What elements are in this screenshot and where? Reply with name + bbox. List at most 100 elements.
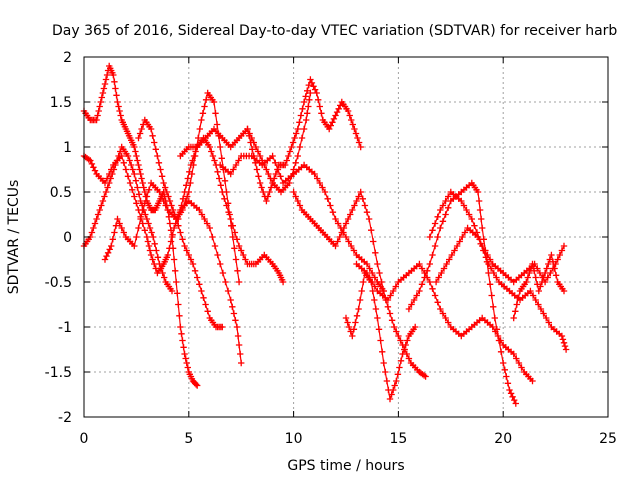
data-point — [102, 76, 110, 83]
data-point — [90, 164, 97, 171]
data-point — [99, 89, 107, 97]
data-point — [285, 152, 292, 160]
data-point — [201, 215, 208, 223]
data-point — [548, 251, 555, 259]
data-point — [227, 170, 234, 178]
data-point — [231, 229, 239, 236]
data-point — [88, 160, 96, 168]
data-point — [431, 242, 439, 250]
data-point — [98, 202, 105, 209]
data-point — [530, 267, 538, 274]
data-point — [372, 305, 380, 313]
data-point — [191, 267, 199, 274]
data-point — [137, 215, 144, 223]
data-point — [352, 319, 359, 326]
data-point — [279, 278, 287, 286]
data-point — [416, 287, 423, 295]
data-point — [359, 195, 366, 202]
data-point — [233, 236, 241, 243]
data-point — [224, 287, 232, 295]
data-point — [512, 400, 519, 407]
data-point — [356, 296, 364, 304]
data-point — [437, 206, 444, 214]
data-point — [545, 319, 552, 326]
data-point — [308, 79, 316, 87]
data-point — [344, 107, 352, 115]
y-tick-label: -1.5 — [45, 365, 72, 381]
data-point — [543, 314, 550, 322]
data-point — [179, 236, 186, 243]
data-point — [256, 179, 264, 187]
y-tick-label: -2 — [58, 410, 72, 426]
data-point — [439, 202, 447, 209]
data-point — [551, 265, 558, 272]
data-point — [115, 152, 122, 160]
data-point — [158, 193, 165, 200]
data-point — [198, 287, 205, 295]
data-point — [458, 197, 465, 205]
data-point — [151, 139, 158, 146]
data-point — [157, 166, 164, 173]
data-point — [182, 355, 189, 362]
data-point — [229, 222, 236, 229]
data-point — [501, 366, 508, 373]
data-point — [166, 197, 174, 205]
data-point — [532, 296, 539, 304]
data-point — [256, 152, 264, 160]
data-point — [340, 224, 348, 232]
data-point — [327, 202, 334, 209]
data-point — [227, 296, 234, 304]
data-point — [354, 134, 361, 142]
data-point — [101, 256, 109, 263]
data-point — [378, 278, 385, 286]
data-point — [108, 242, 115, 250]
data-point — [540, 274, 547, 281]
data-point — [506, 386, 513, 394]
data-point — [342, 314, 350, 322]
data-point — [143, 193, 151, 200]
data-point — [180, 344, 187, 351]
data-point — [529, 377, 536, 385]
data-point — [384, 296, 392, 304]
data-point — [201, 103, 208, 110]
data-point — [264, 193, 272, 200]
data-point — [416, 260, 423, 268]
data-point — [369, 278, 376, 286]
data-point — [344, 215, 352, 223]
data-point — [176, 209, 184, 216]
data-point — [141, 227, 148, 234]
data-point — [97, 98, 104, 106]
data-point — [412, 323, 419, 331]
x-tick-label: 10 — [285, 431, 303, 447]
data-point — [305, 103, 312, 110]
axis-ticks — [83, 56, 609, 418]
data-point — [351, 125, 358, 133]
data-point — [518, 364, 525, 371]
data-point — [152, 146, 159, 153]
data-point — [260, 188, 267, 196]
data-point — [529, 292, 537, 299]
data-point — [489, 323, 496, 331]
data-point — [316, 103, 323, 110]
data-point — [217, 260, 224, 268]
data-point — [230, 166, 237, 173]
data-point — [175, 301, 182, 308]
data-point — [217, 143, 224, 151]
data-point — [274, 166, 282, 173]
data-point — [249, 146, 256, 153]
data-point — [504, 380, 512, 387]
data-point — [221, 195, 228, 202]
data-point — [146, 247, 154, 254]
data-point — [170, 224, 178, 232]
data-point — [94, 112, 101, 119]
series-trace — [246, 78, 362, 202]
series-trace — [219, 155, 385, 292]
data-point — [114, 98, 121, 106]
data-point — [206, 143, 213, 151]
data-point — [486, 281, 494, 288]
data-point — [159, 269, 166, 277]
data-point — [219, 188, 226, 196]
data-point — [396, 364, 403, 371]
data-point — [196, 281, 203, 288]
data-point — [456, 238, 463, 245]
